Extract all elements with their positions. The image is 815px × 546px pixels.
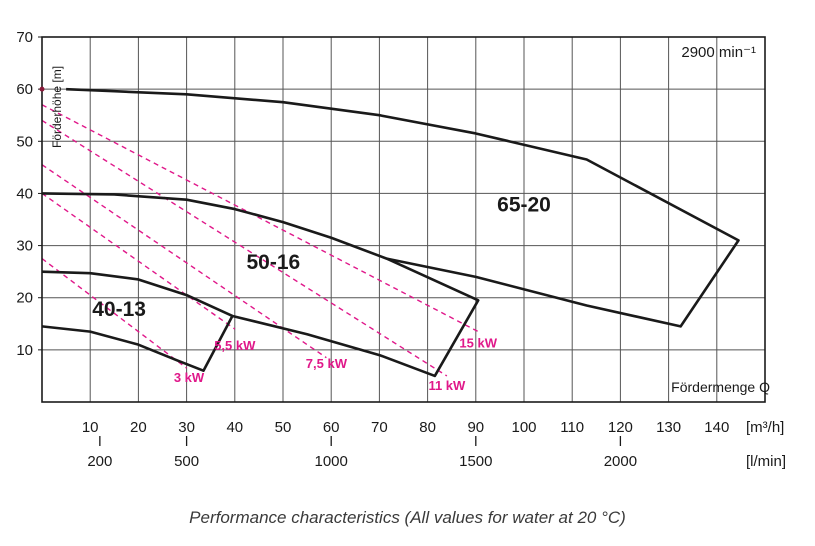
x-tick-label-m3h: 20 (130, 419, 147, 436)
chart-labels: 10 20 30 40 50 60 70 Förderhöhe [m] 10 20 30 40 50 60… (16, 29, 729, 470)
x-tick-label-m3h: 100 (511, 419, 536, 436)
x-axis-label: Fördermenge Q (671, 379, 770, 395)
x-unit-m3h: [m³/h] (746, 419, 784, 436)
power-line (41, 104, 479, 333)
pump-fields (41, 87, 740, 378)
power-line (41, 119, 448, 377)
x-tick-label-lmin: 2000 (604, 453, 637, 470)
power-line-label: 15 kW (459, 335, 497, 350)
y-tick-label: 60 (16, 81, 33, 98)
x-unit-lmin: [l/min] (746, 453, 786, 470)
power-line (41, 192, 236, 330)
y-tick-label: 50 (16, 133, 33, 150)
x-tick-label-m3h: 50 (275, 419, 292, 436)
plot-border (41, 36, 766, 403)
pump-field-label: 65-20 (497, 194, 551, 217)
x-tick-label-m3h: 110 (560, 419, 584, 436)
x-tick-label-m3h: 90 (467, 419, 484, 436)
chart-caption: Performance characteristics (All values … (189, 508, 626, 527)
power-line-label: 7,5 kW (306, 356, 348, 371)
x-tick-label-m3h: 120 (608, 419, 633, 436)
x-tick-label-m3h: 30 (178, 419, 195, 436)
x-tick-label-m3h: 10 (82, 419, 99, 436)
speed-label: 2900 min⁻¹ (681, 44, 756, 61)
power-line-label: 3 kW (174, 370, 205, 385)
pump-field-curve (41, 192, 480, 378)
power-line (41, 164, 327, 359)
x-tick-label-lmin: 1500 (459, 453, 492, 470)
pump-field-curve (66, 87, 740, 328)
x-tick-label-m3h: 40 (226, 419, 243, 436)
y-tick-label: 10 (16, 342, 33, 359)
power-line (41, 258, 188, 369)
y-tick-label: 30 (16, 238, 33, 255)
y-tick-label: 40 (16, 185, 33, 202)
y-axis-label: Förderhöhe [m] (50, 66, 64, 148)
power-line-label: 11 kW (428, 378, 466, 393)
y-tick-label: 20 (16, 290, 33, 307)
x-tick-label-lmin: 1000 (315, 453, 348, 470)
y-tick-label: 70 (16, 29, 33, 46)
grid-lines (42, 37, 765, 402)
x-tick-label-lmin: 500 (174, 453, 199, 470)
x-tick-label-m3h: 80 (419, 419, 436, 436)
x-tick-label-m3h: 70 (371, 419, 388, 436)
axis-marker (39, 86, 45, 92)
power-lines (41, 104, 479, 377)
x-tick-label-m3h: 130 (656, 419, 681, 436)
plot-frame (38, 36, 766, 446)
pump-field-curve (41, 270, 234, 373)
x-tick-label-m3h: 140 (704, 419, 729, 436)
pump-field-label: 50-16 (247, 251, 301, 274)
x-tick-label-m3h: 60 (323, 419, 340, 436)
pump-field-label: 40-13 (92, 298, 146, 321)
x-tick-label-lmin: 200 (87, 453, 112, 470)
power-line-label: 5,5 kW (214, 338, 256, 353)
